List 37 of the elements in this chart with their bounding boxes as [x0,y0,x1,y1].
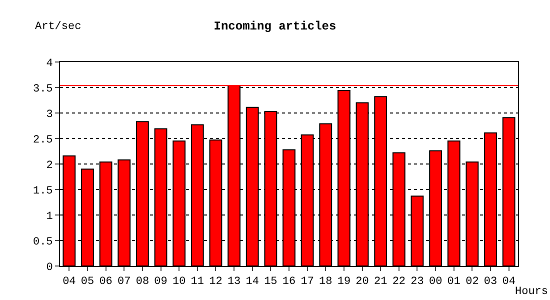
x-tick-label: 20 [356,276,369,288]
x-tick-label: 04 [62,276,76,288]
x-tick-label: 22 [392,276,406,288]
x-tick-label: 19 [337,276,351,288]
y-tick-label: 3.5 [32,83,53,96]
x-tick-label: 00 [428,276,442,288]
x-tick-label: 06 [99,276,112,288]
x-tick-label: 21 [374,276,388,288]
y-tick-label: 3 [46,108,53,121]
x-axis-title: Hours [515,286,548,298]
y-tick-label: 0 [46,262,53,274]
y-tick-label: 2 [46,160,53,172]
x-tick-label: 16 [282,276,296,288]
x-tick-label: 12 [209,276,222,288]
x-tick-label: 23 [410,276,424,288]
x-tick-label: 03 [484,276,498,288]
x-tick-label: 17 [300,276,314,288]
x-tick-label: 01 [447,276,461,288]
x-tick-label: 07 [118,276,131,288]
x-tick-label: 04 [502,276,516,288]
x-tick-label: 18 [319,276,332,288]
x-tick-label: 10 [172,276,186,288]
x-tick-label: 11 [190,276,204,288]
x-tick-label: 02 [466,276,479,288]
y-tick-label: 1 [46,210,54,223]
y-tick-label: 2.5 [32,134,53,146]
y-tick-label: 0.5 [32,236,53,248]
x-tick-label: 13 [227,276,241,288]
y-tick-label: 4 [46,58,54,70]
x-tick-label: 14 [246,276,260,288]
x-tick-label: 09 [154,276,168,288]
y-tick-label: 1.5 [32,185,53,198]
x-tick-label: 15 [264,276,278,288]
x-tick-label: 05 [80,276,94,288]
x-tick-label: 08 [136,276,150,288]
chart-title: Incoming articles [214,19,336,34]
y-axis-title: Art/sec [35,21,82,33]
